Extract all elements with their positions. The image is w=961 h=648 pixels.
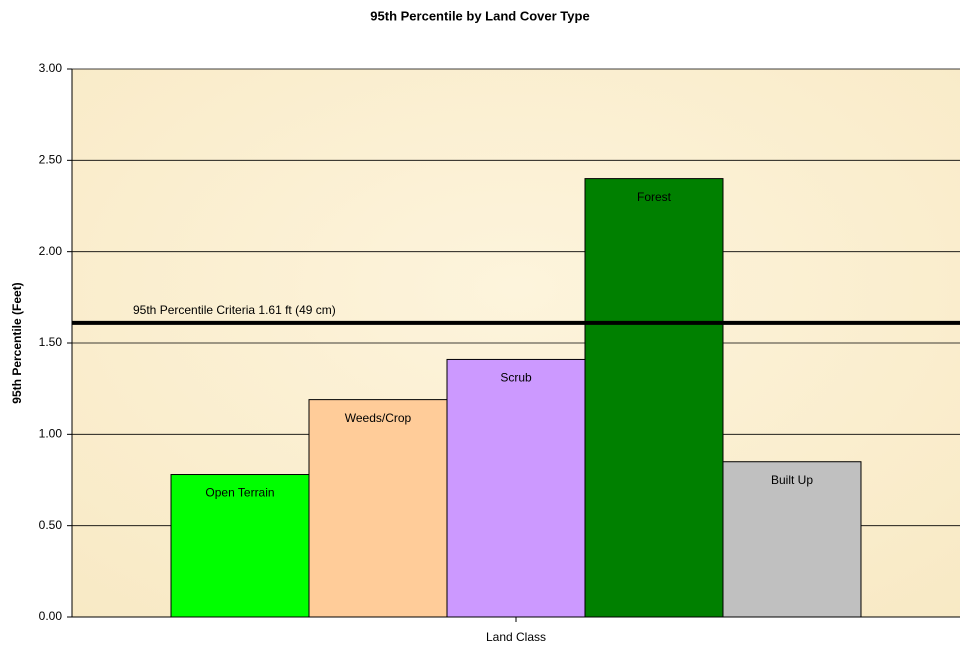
chart-title: 95th Percentile by Land Cover Type	[370, 8, 589, 23]
y-tick-label: 0.00	[39, 609, 63, 623]
bar	[308, 399, 448, 618]
bar-label: Weeds/Crop	[345, 411, 412, 425]
reference-label: 95th Percentile Criteria 1.61 ft (49 cm)	[133, 303, 336, 317]
y-tick-label: 2.50	[39, 153, 63, 167]
y-axis-title: 95th Percentile (Feet)	[10, 282, 24, 403]
x-axis-title: Land Class	[486, 630, 546, 644]
bar	[170, 474, 310, 618]
bar-label: Built Up	[771, 473, 813, 487]
bar-label: Open Terrain	[205, 486, 274, 500]
bar	[446, 358, 586, 618]
bar	[584, 178, 724, 618]
y-tick-label: 2.00	[39, 244, 63, 258]
bar-label: Scrub	[500, 371, 532, 385]
bar-label: Forest	[637, 190, 672, 204]
y-tick-label: 1.00	[39, 427, 63, 441]
y-tick-label: 1.50	[39, 335, 63, 349]
y-tick-label: 0.50	[39, 518, 63, 532]
bar	[722, 461, 862, 618]
y-tick-label: 3.00	[39, 61, 63, 75]
